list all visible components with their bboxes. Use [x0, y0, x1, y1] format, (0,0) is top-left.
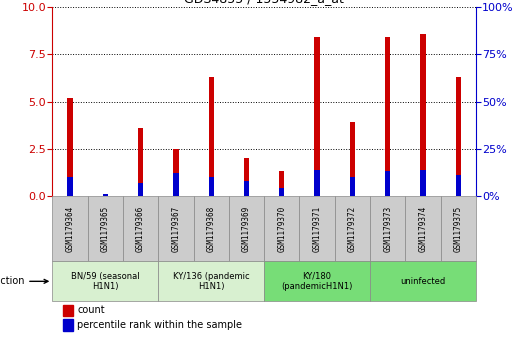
Bar [385, 171, 390, 196]
Text: GSM1179367: GSM1179367 [172, 205, 180, 252]
Bar [299, 196, 335, 261]
Bar [209, 77, 214, 196]
Text: GSM1179373: GSM1179373 [383, 205, 392, 252]
Bar [87, 196, 123, 261]
Bar [350, 177, 355, 196]
Bar [350, 122, 355, 196]
Text: percentile rank within the sample: percentile rank within the sample [77, 320, 242, 330]
Bar [244, 158, 249, 196]
Bar [370, 196, 405, 261]
Text: GSM1179366: GSM1179366 [136, 205, 145, 252]
Text: GSM1179369: GSM1179369 [242, 205, 251, 252]
Text: GSM1179371: GSM1179371 [313, 205, 322, 252]
Text: uninfected: uninfected [400, 277, 446, 286]
Bar [173, 149, 178, 196]
Bar [420, 170, 426, 196]
Bar [173, 174, 178, 196]
Title: GDS4855 / 1554982_a_at: GDS4855 / 1554982_a_at [184, 0, 344, 5]
Bar [158, 196, 194, 261]
Bar [405, 196, 440, 261]
Bar [456, 77, 461, 196]
Bar [103, 194, 108, 196]
Bar [67, 177, 73, 196]
Bar [279, 188, 285, 196]
Bar [52, 261, 158, 301]
Bar [52, 196, 87, 261]
Bar [264, 261, 370, 301]
Bar [440, 196, 476, 261]
Text: GSM1179368: GSM1179368 [207, 205, 215, 252]
Bar [67, 98, 73, 196]
Bar [123, 196, 158, 261]
Bar [138, 183, 143, 196]
Text: infection: infection [0, 276, 48, 286]
Bar [63, 319, 73, 331]
Bar [420, 34, 426, 196]
Text: GSM1179375: GSM1179375 [454, 205, 463, 252]
Bar [314, 170, 320, 196]
Text: KY/180
(pandemicH1N1): KY/180 (pandemicH1N1) [281, 272, 353, 291]
Text: BN/59 (seasonal
H1N1): BN/59 (seasonal H1N1) [71, 272, 140, 291]
Bar [456, 175, 461, 196]
Bar [385, 37, 390, 196]
Bar [279, 171, 285, 196]
Text: KY/136 (pandemic
H1N1): KY/136 (pandemic H1N1) [173, 272, 249, 291]
Bar [314, 37, 320, 196]
Bar [209, 177, 214, 196]
Bar [63, 305, 73, 316]
Text: GSM1179364: GSM1179364 [65, 205, 74, 252]
Text: GSM1179372: GSM1179372 [348, 205, 357, 252]
Bar [244, 181, 249, 196]
Bar [103, 195, 108, 196]
Bar [158, 261, 264, 301]
Bar [194, 196, 229, 261]
Bar [335, 196, 370, 261]
Bar [138, 128, 143, 196]
Text: count: count [77, 305, 105, 315]
Text: GSM1179365: GSM1179365 [101, 205, 110, 252]
Bar [370, 261, 476, 301]
Bar [264, 196, 299, 261]
Text: GSM1179374: GSM1179374 [418, 205, 427, 252]
Text: GSM1179370: GSM1179370 [277, 205, 286, 252]
Bar [229, 196, 264, 261]
